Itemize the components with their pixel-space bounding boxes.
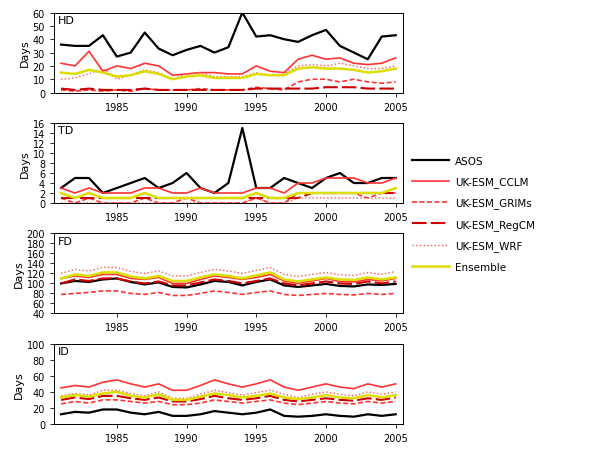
- Text: FD: FD: [58, 236, 73, 246]
- Text: TD: TD: [58, 126, 73, 136]
- Y-axis label: Days: Days: [14, 260, 24, 288]
- Y-axis label: Days: Days: [20, 150, 30, 178]
- Y-axis label: Days: Days: [14, 370, 24, 398]
- Y-axis label: Days: Days: [20, 40, 30, 67]
- Legend: ASOS, UK-ESM_CCLM, UK-ESM_GRIMs, UK-ESM_RegCM, UK-ESM_WRF, Ensemble: ASOS, UK-ESM_CCLM, UK-ESM_GRIMs, UK-ESM_…: [408, 152, 539, 276]
- Text: ID: ID: [58, 346, 69, 356]
- Text: HD: HD: [58, 16, 75, 26]
